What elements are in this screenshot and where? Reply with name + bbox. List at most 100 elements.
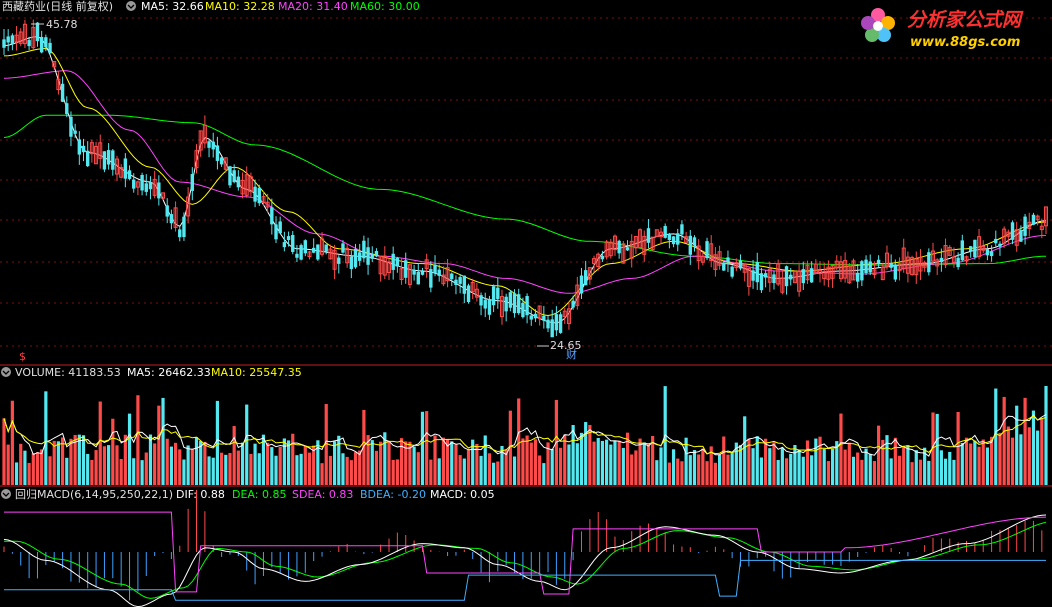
volume-bar — [864, 448, 868, 485]
candle-body-down — [362, 240, 366, 259]
candle-body-up — [1035, 215, 1040, 221]
volume-bar — [115, 445, 119, 485]
volume-ma5-legend: MA5: 26462.33 — [127, 366, 211, 379]
candle-body-up — [248, 176, 253, 193]
candle-body-down — [676, 233, 680, 245]
watermark-url: www.88gs.com — [910, 35, 1020, 50]
candle-body-down — [412, 269, 416, 275]
candle-body-down — [554, 314, 559, 331]
candle-body-up — [713, 254, 718, 270]
volume-bar — [1015, 405, 1019, 485]
candle-body-down — [324, 244, 328, 252]
volume-bar — [847, 442, 851, 485]
price-panel-grid — [0, 17, 1052, 347]
candle-body-down — [583, 270, 588, 286]
candle-body-down — [789, 274, 793, 280]
candle-body-down — [956, 257, 960, 268]
volume-bar — [433, 435, 437, 485]
volume-bar — [295, 455, 299, 485]
candle-body-down — [491, 286, 496, 306]
candle-body-down — [395, 257, 400, 267]
candle-body-down — [228, 166, 232, 186]
volume-bar — [1019, 434, 1023, 485]
candle-body-down — [985, 249, 990, 256]
candle-body-down — [726, 257, 730, 263]
candle-body-down — [483, 299, 487, 309]
volume-bar — [638, 438, 642, 485]
volume-bar — [240, 442, 245, 485]
candle-body-up — [223, 157, 228, 170]
volume-bar — [667, 462, 671, 485]
ma20-line — [3, 70, 1047, 294]
macd-settings-icon[interactable] — [1, 489, 11, 499]
volume-bar — [496, 461, 500, 485]
gear-circle-icon[interactable] — [126, 1, 136, 11]
candle-body-down — [1023, 216, 1027, 236]
volume-bar — [969, 443, 973, 485]
volume-bar — [902, 446, 906, 485]
volume-bar — [550, 448, 554, 485]
volume-bar — [914, 450, 918, 485]
price-panel-title: 西藏药业(日线 前复权) — [2, 0, 113, 13]
volume-bar — [1010, 437, 1015, 485]
volume-bar — [358, 450, 362, 485]
candle-body-up — [884, 252, 889, 268]
candle-body-down — [10, 35, 15, 45]
volume-bar — [40, 449, 44, 485]
candle-body-down — [65, 103, 69, 115]
volume-bar — [688, 455, 692, 485]
volume-bar — [65, 457, 69, 485]
candle-body-down — [278, 221, 282, 234]
candle-body-down — [759, 273, 764, 291]
candle-body-up — [776, 263, 781, 285]
volume-bar — [839, 413, 843, 485]
volume-bar — [801, 456, 805, 485]
candle-body-up — [596, 253, 601, 268]
candle-body-down — [529, 315, 533, 320]
volume-bar — [709, 446, 713, 485]
volume-bar — [274, 455, 278, 485]
volume-bar — [567, 444, 571, 485]
candle-body-down — [893, 264, 898, 280]
volume-bar — [939, 450, 943, 485]
volume-bar — [579, 432, 584, 485]
watermark-name: 分析家公式网 — [907, 9, 1024, 31]
volume-bar — [211, 457, 215, 485]
candle-body-down — [190, 174, 195, 191]
candle-body-down — [579, 275, 584, 294]
macd-dif-line — [3, 514, 1047, 607]
candle-body-up — [897, 263, 902, 272]
volume-bar — [818, 436, 822, 485]
candle-body-up — [629, 240, 634, 259]
candle-body-up — [470, 281, 475, 293]
candle-body-up — [684, 236, 689, 243]
candle-body-down — [374, 251, 379, 257]
volume-bar — [107, 445, 111, 485]
ma20-path — [3, 70, 1047, 294]
volume-bar — [199, 440, 203, 485]
volume-bar — [621, 447, 625, 485]
candle-body-down — [219, 157, 224, 165]
volume-bar — [136, 395, 140, 485]
volume-bar — [571, 425, 575, 485]
candle-body-up — [659, 231, 664, 238]
volume-settings-icon[interactable] — [1, 367, 11, 377]
candle-body-down — [316, 244, 320, 260]
chevron-down-icon — [2, 492, 10, 497]
volume-bar — [123, 434, 127, 485]
candle-body-up — [851, 260, 856, 281]
volume-bar — [278, 446, 282, 485]
volume-bar — [487, 453, 492, 485]
volume-bar — [466, 449, 471, 485]
candle-body-down — [1019, 230, 1023, 242]
candle-body-up — [910, 257, 915, 275]
volume-bar — [738, 445, 743, 485]
candle-body-up — [843, 259, 848, 279]
candle-body-down — [132, 179, 136, 189]
volume-bar — [659, 447, 663, 485]
volume-bar — [998, 432, 1002, 485]
candle-body-up — [608, 241, 613, 257]
volume-bar — [893, 437, 897, 485]
volume-bar — [299, 453, 303, 485]
